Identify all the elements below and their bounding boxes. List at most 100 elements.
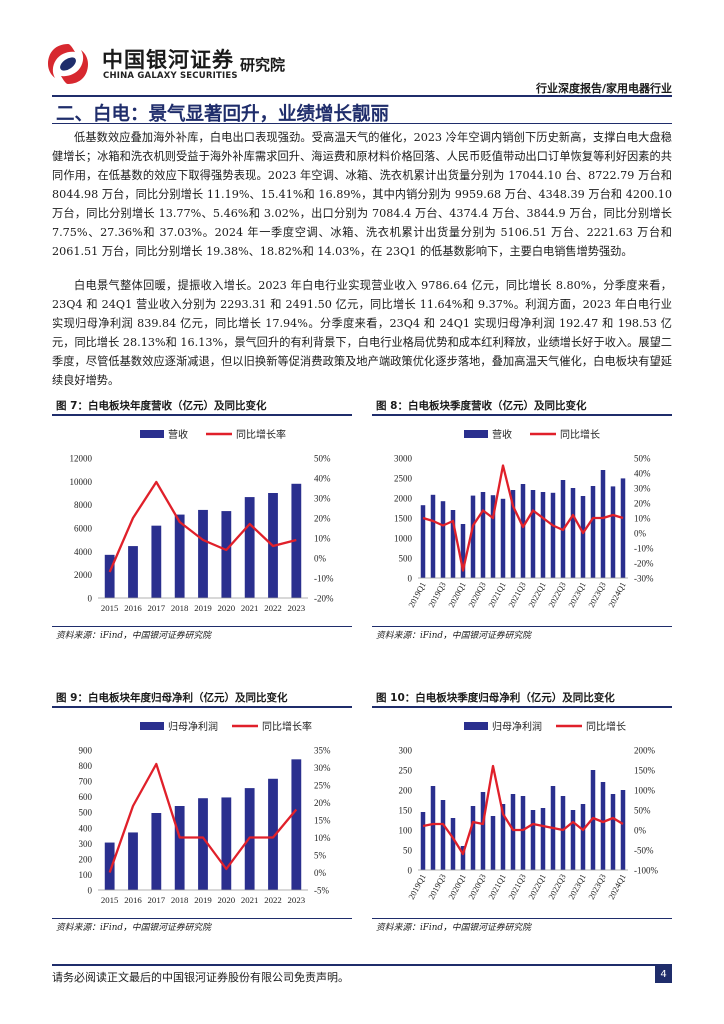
x-tick-label: 2019 [194,603,212,613]
y-right-tick-label: 200% [634,746,656,756]
report-type: 行业深度报告/家用电器行业 [535,82,672,95]
figure-source: 资料来源：iFind，中国银河证券研究院 [56,923,211,933]
bar [430,786,436,870]
bar [600,470,606,578]
y-left-tick-label: 500 [79,808,93,818]
y-right-tick-label: 100% [634,786,656,796]
y-right-tick-label: 10% [634,514,651,524]
legend-line-label: 同比增长 [586,720,626,733]
y-left-tick-label: 900 [79,746,93,756]
x-tick-label: 2022 [264,895,282,905]
x-tick-label: 2018 [171,895,189,905]
y-left-tick-label: 200 [79,854,93,864]
y-left-tick-label: 0 [408,866,413,876]
legend-bar-label: 归母净利润 [492,720,542,733]
bar [198,798,208,890]
y-right-tick-label: 20% [314,798,331,808]
x-tick-label: 2020Q1 [446,872,468,901]
bar [244,497,255,598]
x-tick-label: 2017 [148,603,166,613]
bar [460,524,466,578]
bar [580,496,586,578]
x-tick-label: 2015 [101,895,119,905]
chart-annual-net-profit: 归母净利润 同比增长率 0 100 200 300 400 500 600 700 800 900 -5… [79,720,332,905]
y-right-tick-label: 40% [634,469,651,479]
bar [268,778,278,890]
x-tick-label: 2022 [264,603,282,613]
bar [440,800,446,870]
x-tick-label: 2022Q3 [546,580,568,609]
x-tick-label: 2022Q1 [526,580,548,609]
bar [620,790,626,870]
x-tick-label: 2017 [148,895,166,905]
y-left-tick-label: 2500 [394,474,413,484]
y-right-tick-label: 50% [634,454,651,464]
bar [600,782,606,870]
header-divider [52,95,672,97]
x-tick-label: 2023Q3 [586,580,608,609]
y-left-tick-label: 0 [88,594,93,604]
growth-line [108,762,298,873]
page-number: 4 [655,966,672,983]
x-tick-label: 2020Q3 [466,872,488,901]
figure-title-rule [372,414,672,416]
figure-source-rule [372,626,672,627]
chart-annual-revenue: 营收 同比增长率 0 2000 4000 6000 8000 10000 12000 -20% -1… [70,428,334,613]
y-right-tick-label: 10% [314,833,331,843]
growth-line [422,764,624,856]
x-tick-label: 2023 [288,603,306,613]
y-right-tick-label: 0% [314,868,327,878]
x-tick-label: 2023 [288,895,306,905]
brand-name-en: CHINA GALAXY SECURITIES [103,71,238,81]
x-tick-label: 2019Q3 [426,872,448,901]
bar [490,495,496,578]
x-tick-label: 2024Q1 [606,872,628,901]
figure-source: 资料来源：iFind，中国银河证券研究院 [56,631,211,641]
y-right-tick-label: 0% [634,529,647,539]
bar [550,492,556,578]
figure-source-rule [52,918,352,919]
y-right-tick-label: 10% [314,534,331,544]
y-left-tick-label: 3000 [394,454,413,464]
y-right-tick-label: 50% [314,454,331,464]
y-left-tick-label: 300 [79,839,93,849]
y-right-tick-label: 20% [634,499,651,509]
body-paragraph: 白电景气整体回暖，提振收入增长。2023 年白电行业实现营业收入 9786.64… [52,279,672,387]
y-right-tick-label: -10% [314,574,334,584]
figure-title-rule [52,706,352,708]
y-right-tick-label: -30% [634,574,654,584]
bar [470,495,476,578]
bar [560,796,566,870]
x-tick-label: 2021Q3 [506,580,528,609]
bar [128,546,138,598]
figure-source: 资料来源：iFind，中国银河证券研究院 [376,631,531,641]
y-right-tick-label: 0% [634,826,647,836]
bar [580,804,586,870]
bar [151,525,162,598]
legend-bar-label: 营收 [168,428,188,441]
x-tick-label: 2023Q1 [566,580,588,609]
chart-quarterly-net-profit: 归母净利润 同比增长 0 50 100 150 200 250 300 -100% -50% 0% 50… [399,720,659,901]
bar [104,554,115,598]
growth-line [108,480,297,573]
y-left-tick-label: 800 [79,761,93,771]
chart-quarterly-revenue: 营收 同比增长 0 500 1000 1500 2000 2500 3000 -30% -20% -1… [394,428,654,609]
brand-name-cn: 中国银河证券 [102,48,234,72]
x-tick-label: 2021Q1 [486,580,508,609]
legend-line-label: 同比增长率 [236,428,286,441]
y-right-tick-label: 20% [314,514,331,524]
growth-line [422,464,624,572]
y-right-tick-label: 30% [634,484,651,494]
body-paragraph: 低基数效应叠加海外补库，白电出口表现强劲。受高温天气的催化，2023 冷年空调内… [52,131,672,258]
legend-bar-swatch [140,430,164,438]
y-right-tick-label: -10% [634,544,654,554]
y-right-tick-label: -50% [634,846,654,856]
y-left-tick-label: 700 [79,777,93,787]
x-tick-label: 2015 [101,603,119,613]
y-left-tick-label: 6000 [74,524,93,534]
bar [291,759,302,890]
figure-source-rule [372,918,672,919]
y-left-tick-label: 200 [399,786,413,796]
x-tick-label: 2019Q3 [426,580,448,609]
y-right-tick-label: 35% [314,746,331,756]
